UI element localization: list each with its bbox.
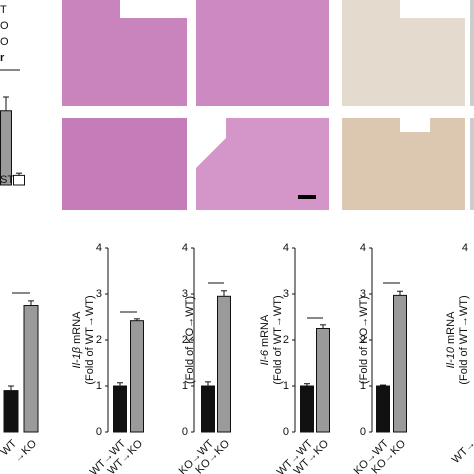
y-tick-label: 4 (182, 242, 188, 254)
y-axis-unit: mRNA (71, 311, 83, 344)
x-label: ST (0, 174, 14, 186)
he-image (62, 118, 187, 210)
bar (201, 385, 215, 433)
bar (13, 174, 25, 186)
he-image (196, 0, 329, 106)
y-tick-label: 4 (360, 242, 366, 254)
gene-name: Il-1β (71, 346, 83, 368)
bar (217, 295, 231, 433)
y-tick-label: 0 (360, 426, 366, 438)
y-axis-fold: (Fold of KO→WT) (184, 296, 196, 384)
significance-lines (0, 69, 400, 319)
gene-name: Il-6 (259, 349, 271, 365)
y-tick-label: 0 (283, 426, 289, 438)
gene-name: Il-10 (445, 346, 457, 368)
x-tick-label: →KO (12, 437, 40, 465)
y-tick-label: 4 (283, 242, 289, 254)
y-tick-label: 3 (96, 288, 102, 300)
y-axis-label: (Fold of KO→WT) (184, 296, 196, 384)
y-tick-label: 0 (182, 426, 188, 438)
y-tick-label: 4 (462, 242, 468, 254)
y-axis-fold: (Fold of WT→WT) (84, 295, 96, 384)
legend-entry: T (0, 4, 7, 16)
y-axis-fold: (Fold of WT→WT) (458, 295, 470, 384)
legend-entry: O (0, 20, 9, 32)
y-axis-fold: (Fold of KO→WT) (358, 296, 370, 384)
bar (376, 385, 390, 433)
bar (130, 320, 144, 433)
ihc-image (342, 118, 465, 210)
y-tick-label: 2 (182, 334, 188, 346)
y-axis-label: Il-6 mRNA(Fold of WT→WT) (259, 295, 284, 384)
y-tick-label: 1 (182, 380, 188, 392)
y-tick-label: 1 (360, 380, 366, 392)
y-axis-unit: mRNA (445, 311, 457, 344)
legend-entry: r (0, 52, 5, 64)
scale-bar (298, 195, 316, 199)
y-axis-label: (Fold of KO→WT) (358, 296, 370, 384)
y-tick-label: 0 (96, 426, 102, 438)
y-axis-unit: mRNA (259, 314, 271, 347)
y-tick-label: 2 (283, 334, 289, 346)
y-tick-label: 3 (360, 288, 366, 300)
micrographs (62, 0, 474, 210)
x-tick-label: WT→ (450, 438, 474, 466)
y-axis-label: Il-1β mRNA(Fold of WT→WT) (71, 295, 96, 384)
bar (316, 328, 330, 433)
y-tick-label: 1 (283, 380, 289, 392)
bar (23, 305, 39, 433)
bar (393, 294, 407, 433)
y-tick-label: 1 (96, 380, 102, 392)
y-tick-label: 2 (360, 334, 366, 346)
y-tick-label: 3 (283, 288, 289, 300)
legend-entry: O (0, 36, 9, 48)
bar (300, 385, 314, 433)
y-tick-label: 4 (96, 242, 102, 254)
y-tick-label: 2 (96, 334, 102, 346)
y-axis-fold: (Fold of WT→WT) (272, 295, 284, 384)
y-axis-label: Il-10 mRNA(Fold of WT→WT) (445, 295, 470, 384)
y-tick-label: 3 (182, 288, 188, 300)
bar (0, 110, 12, 186)
bar (113, 385, 127, 433)
bar (3, 390, 19, 433)
